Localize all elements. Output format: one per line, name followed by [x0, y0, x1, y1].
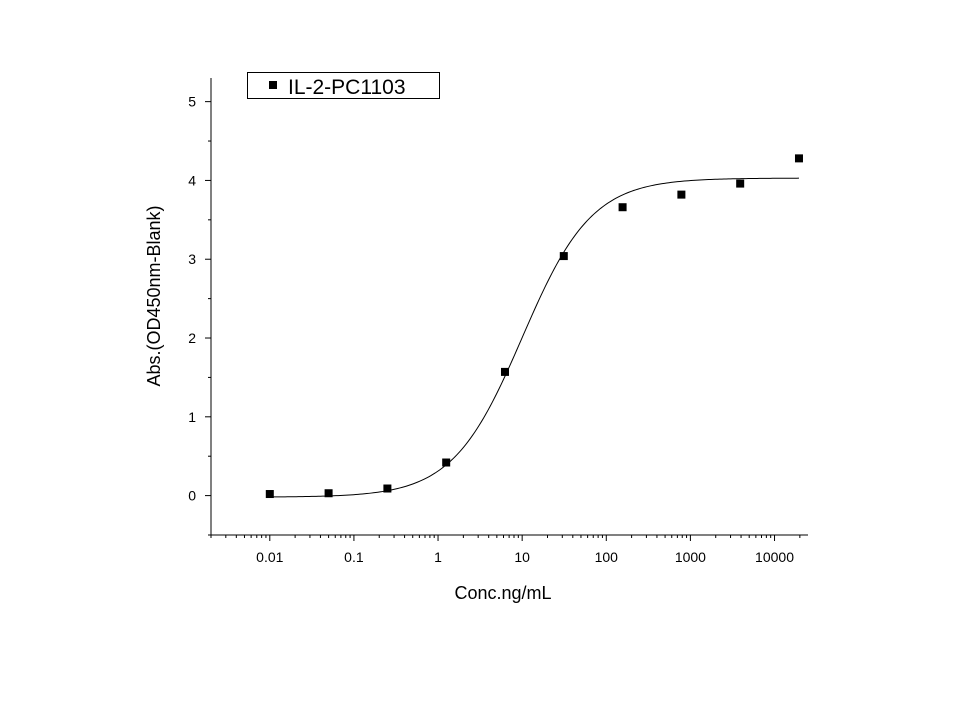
- data-point: [794, 154, 803, 163]
- y-axis-title: Abs.(OD450nm-Blank): [144, 205, 164, 386]
- y-tick-label: 4: [188, 172, 196, 188]
- axes: [210, 78, 808, 536]
- x-tick-label: 100: [595, 549, 619, 565]
- data-point: [265, 490, 274, 499]
- legend-marker: [269, 81, 277, 89]
- data-point: [500, 367, 509, 376]
- data-point: [324, 489, 333, 498]
- data-point: [559, 252, 568, 261]
- legend: IL-2-PC1103: [247, 72, 440, 99]
- x-tick-label: 10: [514, 549, 530, 565]
- data-point: [677, 190, 686, 199]
- y-tick-label: 0: [188, 488, 196, 504]
- y-tick-label: 2: [188, 330, 196, 346]
- x-tick-label: 0.01: [256, 549, 283, 565]
- y-axis-ticks: 0 1 2 3 4 5: [188, 94, 211, 536]
- data-point: [618, 203, 627, 212]
- data-point: [736, 179, 745, 188]
- x-axis-ticks: 0.01 0.1 1 10 100 1000 10000: [210, 535, 801, 565]
- x-tick-label: 0.1: [344, 549, 364, 565]
- x-tick-label: 1000: [675, 549, 706, 565]
- x-axis-title: Conc.ng/mL: [454, 583, 551, 603]
- data-point: [442, 458, 451, 467]
- fit-curve: [269, 177, 799, 498]
- y-tick-label: 1: [188, 409, 196, 425]
- data-points: [265, 154, 803, 499]
- y-tick-label: 3: [188, 251, 196, 267]
- data-point: [383, 484, 392, 493]
- legend-box: [247, 72, 440, 99]
- legend-label: IL-2-PC1103: [288, 76, 406, 99]
- y-tick-label: 5: [188, 94, 196, 110]
- x-tick-label: 1: [434, 549, 442, 565]
- x-tick-label: 10000: [755, 549, 794, 565]
